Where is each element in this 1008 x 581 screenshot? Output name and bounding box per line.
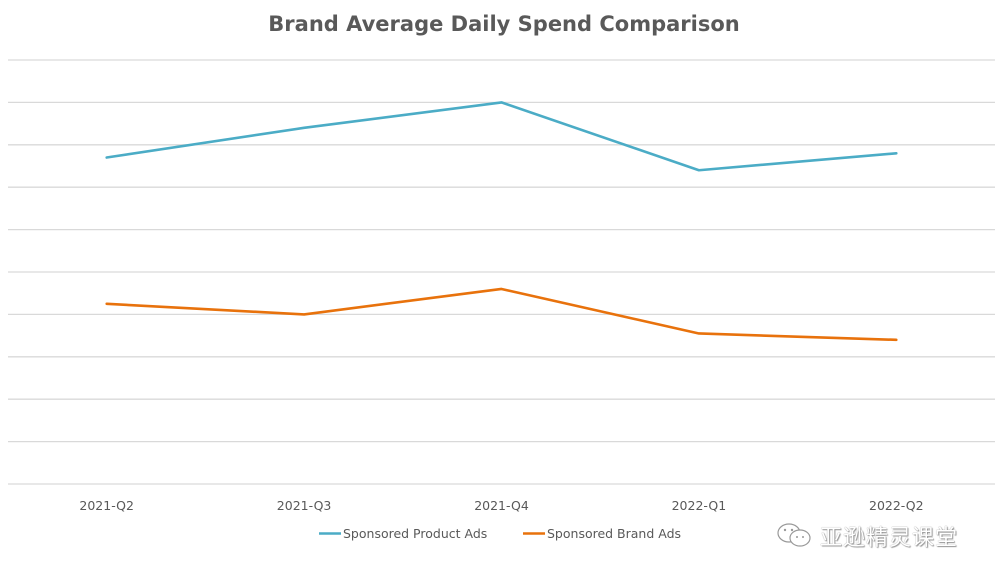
x-tick-label: 2021-Q2 — [79, 498, 134, 513]
legend: Sponsored Product Ads Sponsored Brand Ad… — [319, 526, 681, 541]
x-tick-label: 2022-Q1 — [672, 498, 727, 513]
wechat-icon — [777, 523, 811, 547]
x-tick-label: 2022-Q2 — [869, 498, 924, 513]
x-tick-label: 2021-Q3 — [277, 498, 332, 513]
legend-label-sponsored-product-ads: Sponsored Product Ads — [343, 526, 487, 541]
series-line-sponsored-product-ads — [105, 101, 898, 172]
legend-label-sponsored-brand-ads: Sponsored Brand Ads — [547, 526, 681, 541]
chart-title: Brand Average Daily Spend Comparison — [268, 12, 739, 36]
gridlines — [8, 59, 995, 485]
x-tick-label: 2021-Q4 — [474, 498, 529, 513]
watermark: 亚逊精灵课堂 — [776, 522, 959, 551]
watermark-text: 亚逊精灵课堂 — [820, 526, 959, 551]
x-axis-tick-labels: 2021-Q2 2021-Q3 2021-Q4 2022-Q1 2022-Q2 — [79, 498, 923, 513]
series-lines — [105, 101, 898, 342]
